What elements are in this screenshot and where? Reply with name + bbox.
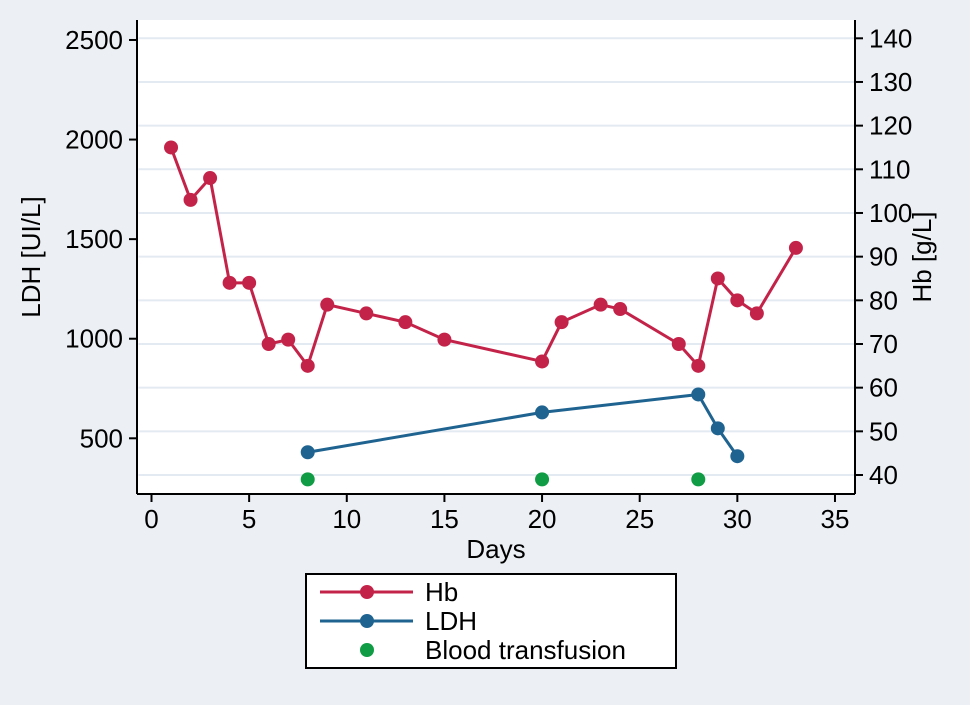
y-axis-left-title: LDH [UI/L] <box>16 196 46 317</box>
hb-point <box>749 306 764 321</box>
hb-point <box>203 171 218 186</box>
x-axis-tick-label: 25 <box>625 504 654 534</box>
blood-transfusion-point <box>691 472 706 487</box>
blood-transfusion-legend-marker-icon <box>359 643 374 657</box>
legend-label-hb: Hb <box>425 577 459 607</box>
series-ldh <box>300 387 745 464</box>
hb-point <box>788 240 803 255</box>
legend-item-blood-transfusion: Blood transfusion <box>320 636 675 665</box>
hb-point <box>671 336 686 351</box>
hb-point <box>535 354 550 369</box>
hb-legend-marker-icon <box>359 585 374 599</box>
blood-transfusion-point <box>535 472 550 487</box>
ldh-point <box>535 405 550 420</box>
x-axis-tick-label: 35 <box>821 504 850 534</box>
x-axis-tick-label: 20 <box>528 504 557 534</box>
hb-point <box>359 306 374 321</box>
y-axis-left-tick-label: 1500 <box>65 224 123 254</box>
blood-transfusion-swatch <box>320 636 413 665</box>
series-hb <box>164 140 803 373</box>
hb-point <box>613 302 628 317</box>
x-axis-title: Days <box>466 534 525 564</box>
y-axis-left-tick-label: 2000 <box>65 125 123 155</box>
hb-point <box>710 271 725 286</box>
hb-point <box>691 358 706 373</box>
hb-point <box>300 358 315 373</box>
series-blood-transfusion <box>300 472 706 487</box>
y-axis-right-tick-label: 120 <box>869 111 912 141</box>
ldh-point <box>691 387 706 402</box>
y-axis-right-tick-label: 90 <box>869 242 898 272</box>
hb-point <box>554 315 569 330</box>
legend-item-hb: Hb <box>320 578 675 607</box>
y-axis-right-tick-label: 100 <box>869 198 912 228</box>
gridlines <box>138 37 854 476</box>
hb-point <box>242 275 257 290</box>
hb-line <box>169 146 798 370</box>
y-axis-right-tick-label: 140 <box>869 23 912 53</box>
x-axis-tick-label: 0 <box>144 504 158 534</box>
y-axis-left-tick-label: 500 <box>80 423 123 453</box>
y-axis-right-tick-label: 70 <box>869 329 898 359</box>
hb-point <box>593 297 608 312</box>
y-axis-right-tick-label: 50 <box>869 416 898 446</box>
hb-point <box>320 297 335 312</box>
y-axis-left-tick-label: 2500 <box>65 25 123 55</box>
hb-point <box>281 332 296 347</box>
ldh-legend-marker-icon <box>359 614 374 628</box>
hb-point <box>222 275 237 290</box>
x-axis-tick-label: 5 <box>242 504 256 534</box>
y-axis-right-tick-label: 110 <box>869 154 910 184</box>
hb-point <box>261 336 276 351</box>
y-axis-right-title: Hb [g/L] <box>907 211 937 302</box>
hb-swatch <box>320 578 413 607</box>
x-axis-tick-label: 30 <box>723 504 752 534</box>
ldh-point <box>710 421 725 436</box>
hb-point <box>730 293 745 308</box>
ldh-point <box>300 445 315 460</box>
y-axis-right-tick-label: 80 <box>869 285 898 315</box>
series-layer <box>164 140 803 487</box>
x-axis: 0 5 10 15 20 25 30 35 <box>137 493 855 534</box>
ldh-point <box>730 449 745 464</box>
hb-point <box>183 192 198 207</box>
x-axis-tick-label: 15 <box>430 504 459 534</box>
x-axis-tick-label: 10 <box>332 504 361 534</box>
y-axis-right-tick-label: 40 <box>869 460 898 490</box>
legend-label-ldh: LDH <box>425 606 478 636</box>
legend: Hb LDH Blood transfusion <box>305 573 677 669</box>
y-axis-right-tick-label: 130 <box>869 67 912 97</box>
legend-label-blood-transfusion: Blood transfusion <box>425 635 626 665</box>
y-axis-right-tick-label: 60 <box>869 373 898 403</box>
hb-point <box>437 332 452 347</box>
hb-point <box>164 140 179 155</box>
y-axis-left: 500 1000 1500 2000 2500 <box>65 20 138 494</box>
legend-item-ldh: LDH <box>320 607 675 636</box>
blood-transfusion-point <box>300 472 315 487</box>
hb-point <box>398 315 413 330</box>
ldh-swatch <box>320 607 413 636</box>
y-axis-left-tick-label: 1000 <box>65 324 123 354</box>
y-axis-right: 40 50 60 70 80 90 100 110 120 130 140 <box>854 20 912 494</box>
